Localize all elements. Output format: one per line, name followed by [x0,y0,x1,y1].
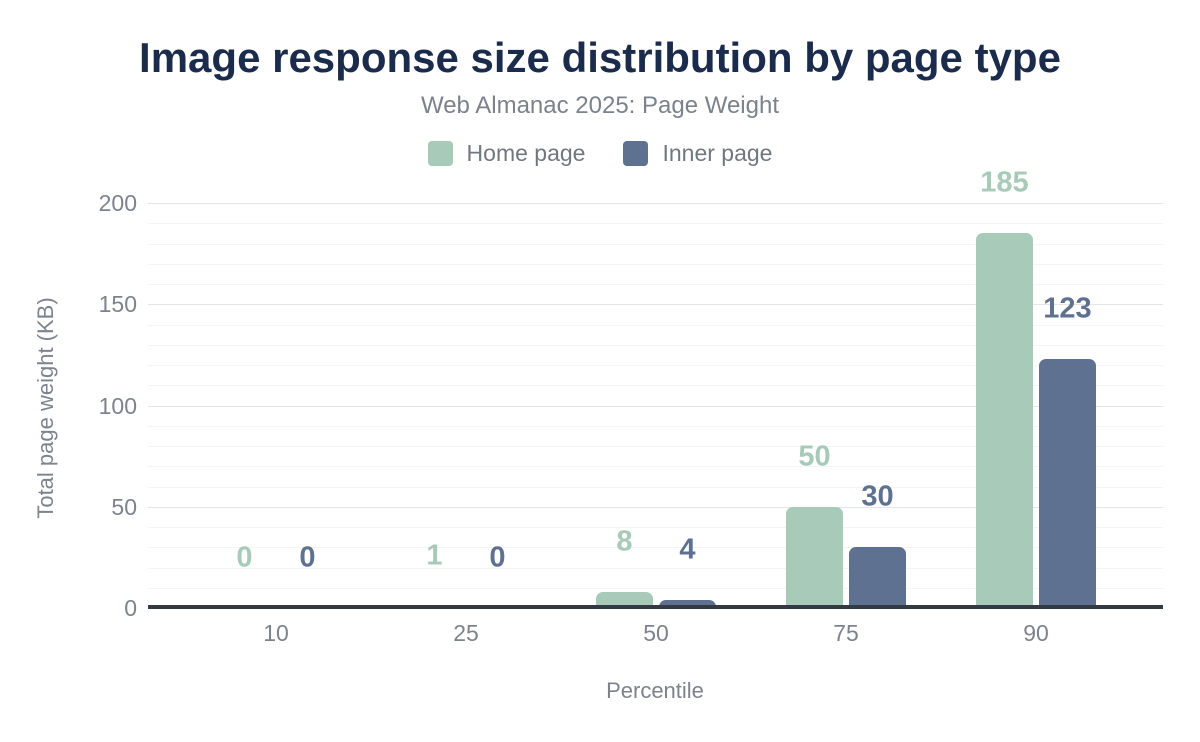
gridline [148,506,1163,508]
gridline [148,547,1163,549]
gridline [148,263,1163,265]
gridline [148,425,1163,427]
gridline [148,466,1163,468]
gridline [148,324,1163,326]
x-tick-label-10: 10 [263,620,289,646]
x-tick-label-50: 50 [643,620,669,646]
y-tick-label-100: 100 [98,392,137,419]
gridline [148,527,1163,528]
inner-page-swatch-icon [623,141,649,166]
data-label-inner-page-p75: 30 [861,480,894,513]
home-page-swatch-icon [427,141,453,166]
y-tick-label-50: 50 [111,493,137,520]
y-tick-label-150: 150 [98,291,137,318]
gridline [148,304,1163,306]
legend-item-inner-page[interactable]: Inner page [623,140,772,167]
x-tick-label-75: 75 [833,620,859,646]
legend-item-home-page[interactable]: Home page [427,140,586,167]
data-label-home-page-p90: 185 [980,166,1029,199]
gridline [148,486,1163,488]
legend: Home page Inner page [0,140,1200,167]
y-tick-label-200: 200 [98,190,137,216]
data-label-inner-page-p50: 4 [679,533,696,566]
gridline [148,567,1163,569]
data-label-home-page-p25: 1 [426,539,443,572]
legend-label-inner-page: Inner page [662,140,773,166]
x-axis-title: Percentile [606,678,704,703]
gridline [148,243,1163,245]
bar-home-page-p75[interactable] [786,506,843,609]
data-label-inner-page-p25: 0 [489,541,506,574]
gridline [148,446,1163,447]
y-tick-label-0: 0 [124,595,137,621]
gridline [148,223,1163,225]
gridline [148,587,1163,589]
gridline [148,203,1163,204]
y-axis-title: Total page weight (KB) [33,297,58,519]
legend-label-home-page: Home page [466,140,586,166]
data-label-inner-page-p10: 0 [299,541,316,574]
data-label-inner-page-p90: 123 [1043,292,1092,325]
gridline [148,405,1163,407]
bar-home-page-p50[interactable] [596,591,653,608]
x-axis-line [148,605,1163,609]
x-tick-label-90: 90 [1023,620,1049,646]
chart-subtitle: Web Almanac 2025: Page Weight [420,92,779,119]
bar-inner-page-p75[interactable] [849,547,906,609]
data-label-home-page-p75: 50 [798,440,831,473]
bar-home-page-p90[interactable] [976,233,1033,608]
data-label-home-page-p50: 8 [616,525,633,558]
gridline [148,385,1163,387]
gridline [148,365,1163,366]
gridline [148,284,1163,285]
bar-inner-page-p90[interactable] [1039,358,1096,608]
bar-inner-page-p50[interactable] [659,599,716,608]
data-label-home-page-p10: 0 [236,541,253,574]
chart-title: Image response size distribution by page… [139,34,1061,81]
gridline [148,344,1163,346]
x-tick-label-25: 25 [453,620,479,646]
